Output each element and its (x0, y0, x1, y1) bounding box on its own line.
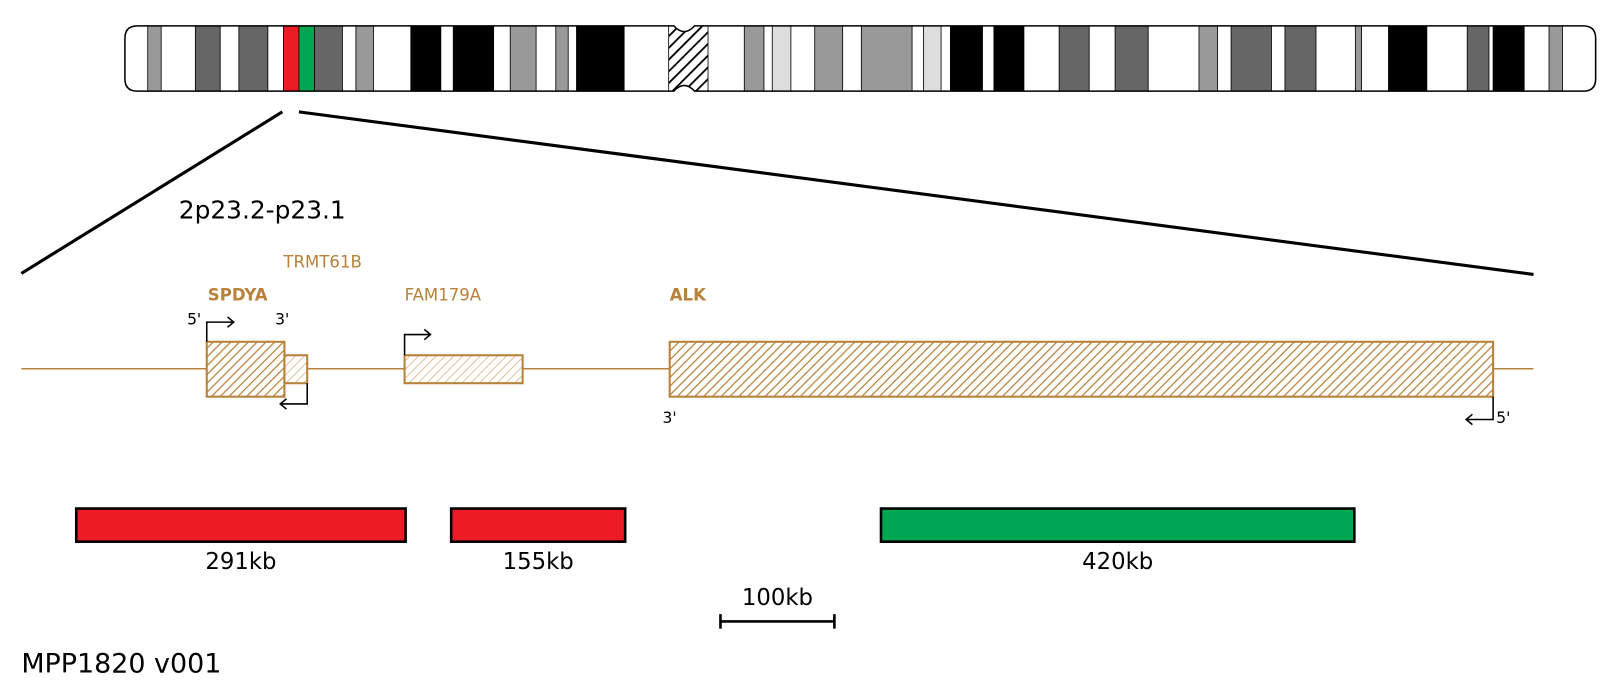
band (1548, 25, 1563, 92)
band (410, 25, 442, 92)
product-code: MPP1820 v001 (21, 648, 221, 679)
band (314, 25, 343, 92)
band (1198, 25, 1219, 92)
band (1114, 25, 1149, 92)
band (923, 25, 942, 92)
probe-bar (449, 507, 627, 543)
band (668, 25, 709, 92)
gene-label: FAM179A (405, 286, 482, 305)
scale-label: 100kb (742, 585, 813, 611)
region-label: 2p23.2-p23.1 (179, 195, 346, 224)
gene-label: TRMT61B (282, 253, 361, 272)
end-label: 5' (187, 311, 201, 329)
band (1284, 25, 1317, 92)
band (860, 25, 913, 92)
band (576, 25, 625, 92)
band (194, 25, 221, 92)
probe-label: 155kb (503, 549, 574, 575)
band (993, 25, 1025, 92)
band (509, 25, 537, 92)
chromosome-bands (147, 25, 1563, 92)
band (1354, 25, 1362, 92)
end-label: 3' (275, 311, 289, 329)
band (1492, 25, 1525, 92)
band (1058, 25, 1090, 92)
band (1230, 25, 1272, 92)
probe-label: 291kb (205, 549, 276, 575)
zoom-line (20, 110, 284, 275)
gene-label: SPDYA (208, 286, 268, 305)
band (452, 25, 495, 92)
band (238, 25, 269, 92)
zoom-line (298, 110, 1534, 277)
band (949, 25, 983, 92)
probe-label: 420kb (1082, 549, 1153, 575)
direction-arrows (205, 316, 1494, 426)
scale-bar (719, 614, 836, 629)
probe-bar (879, 507, 1356, 543)
gene-label: ALK (670, 286, 707, 305)
band (298, 25, 315, 92)
end-label: 5' (1496, 409, 1510, 427)
band (147, 25, 162, 92)
end-label: 3' (662, 409, 676, 427)
gene-box (668, 340, 1495, 398)
band (555, 25, 569, 92)
band (814, 25, 844, 92)
band (1466, 25, 1490, 92)
band (1388, 25, 1428, 92)
band (771, 25, 792, 92)
band (743, 25, 765, 92)
band (282, 25, 300, 92)
probes: 291kb 155kb 420kb (74, 507, 1356, 575)
gene-box (205, 340, 286, 398)
gene-box (283, 354, 309, 385)
gene-box (403, 354, 524, 385)
chromosome-outline (124, 25, 1597, 92)
band (355, 25, 374, 92)
probe-bar (74, 507, 407, 543)
